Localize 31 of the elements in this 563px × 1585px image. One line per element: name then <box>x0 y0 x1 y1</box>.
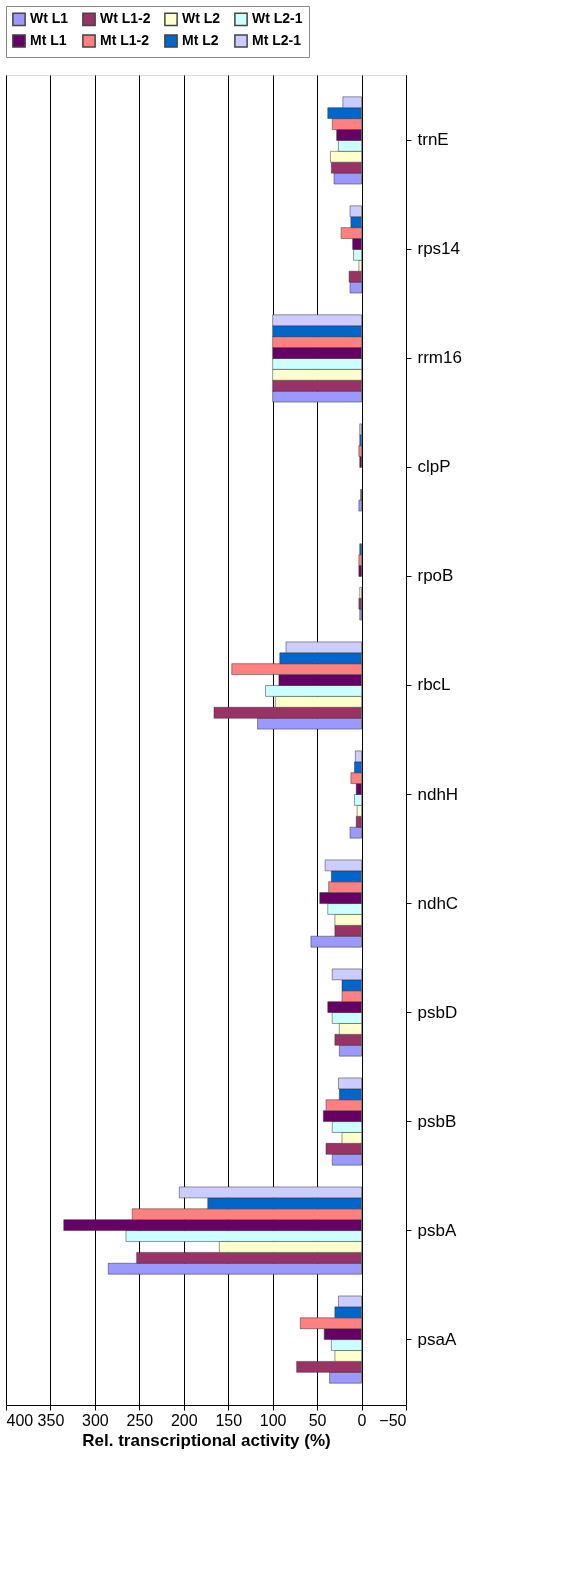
legend-label: Wt L2 <box>182 10 221 27</box>
x-tick-label: 400 <box>6 1411 34 1429</box>
legend-label: Mt L2-1 <box>252 32 302 48</box>
x-tick-label: 150 <box>215 1411 243 1429</box>
x-tick-label: 250 <box>126 1411 154 1429</box>
x-tick-label: −50 <box>379 1411 407 1429</box>
x-axis-title: Rel. transcriptional activity (%) <box>82 1430 331 1450</box>
x-tick-label: 350 <box>37 1411 65 1429</box>
legend-label: Mt L1-2 <box>100 32 150 48</box>
y-tick-label: psbB <box>417 1111 457 1131</box>
x-tick-label: 200 <box>170 1411 198 1429</box>
legend-label: Wt L1-2 <box>100 10 151 27</box>
y-tick-label: psaA <box>417 1329 457 1349</box>
x-tick-label: 0 <box>357 1411 367 1429</box>
y-tick-label: rbcL <box>417 675 451 695</box>
y-tick-label: rpoB <box>417 566 454 586</box>
y-tick-label: psbA <box>417 1220 457 1240</box>
y-tick-label: ndhH <box>417 784 459 804</box>
y-tick-label: rps14 <box>417 239 461 259</box>
legend-label: Mt L2 <box>182 32 219 48</box>
y-tick-label: trnE <box>417 130 449 150</box>
y-tick-label: ndhC <box>417 893 459 913</box>
legend-label: Wt L1 <box>30 10 69 27</box>
y-tick-label: rrm16 <box>417 348 462 368</box>
x-tick-label: 300 <box>82 1411 109 1429</box>
x-tick-label: 100 <box>259 1411 287 1429</box>
legend-label: Mt L1 <box>30 32 67 48</box>
y-tick-label: clpP <box>417 457 451 477</box>
x-tick-label: 50 <box>308 1411 327 1429</box>
y-tick-label: psbD <box>417 1002 458 1022</box>
legend-label: Wt L2-1 <box>252 10 303 27</box>
